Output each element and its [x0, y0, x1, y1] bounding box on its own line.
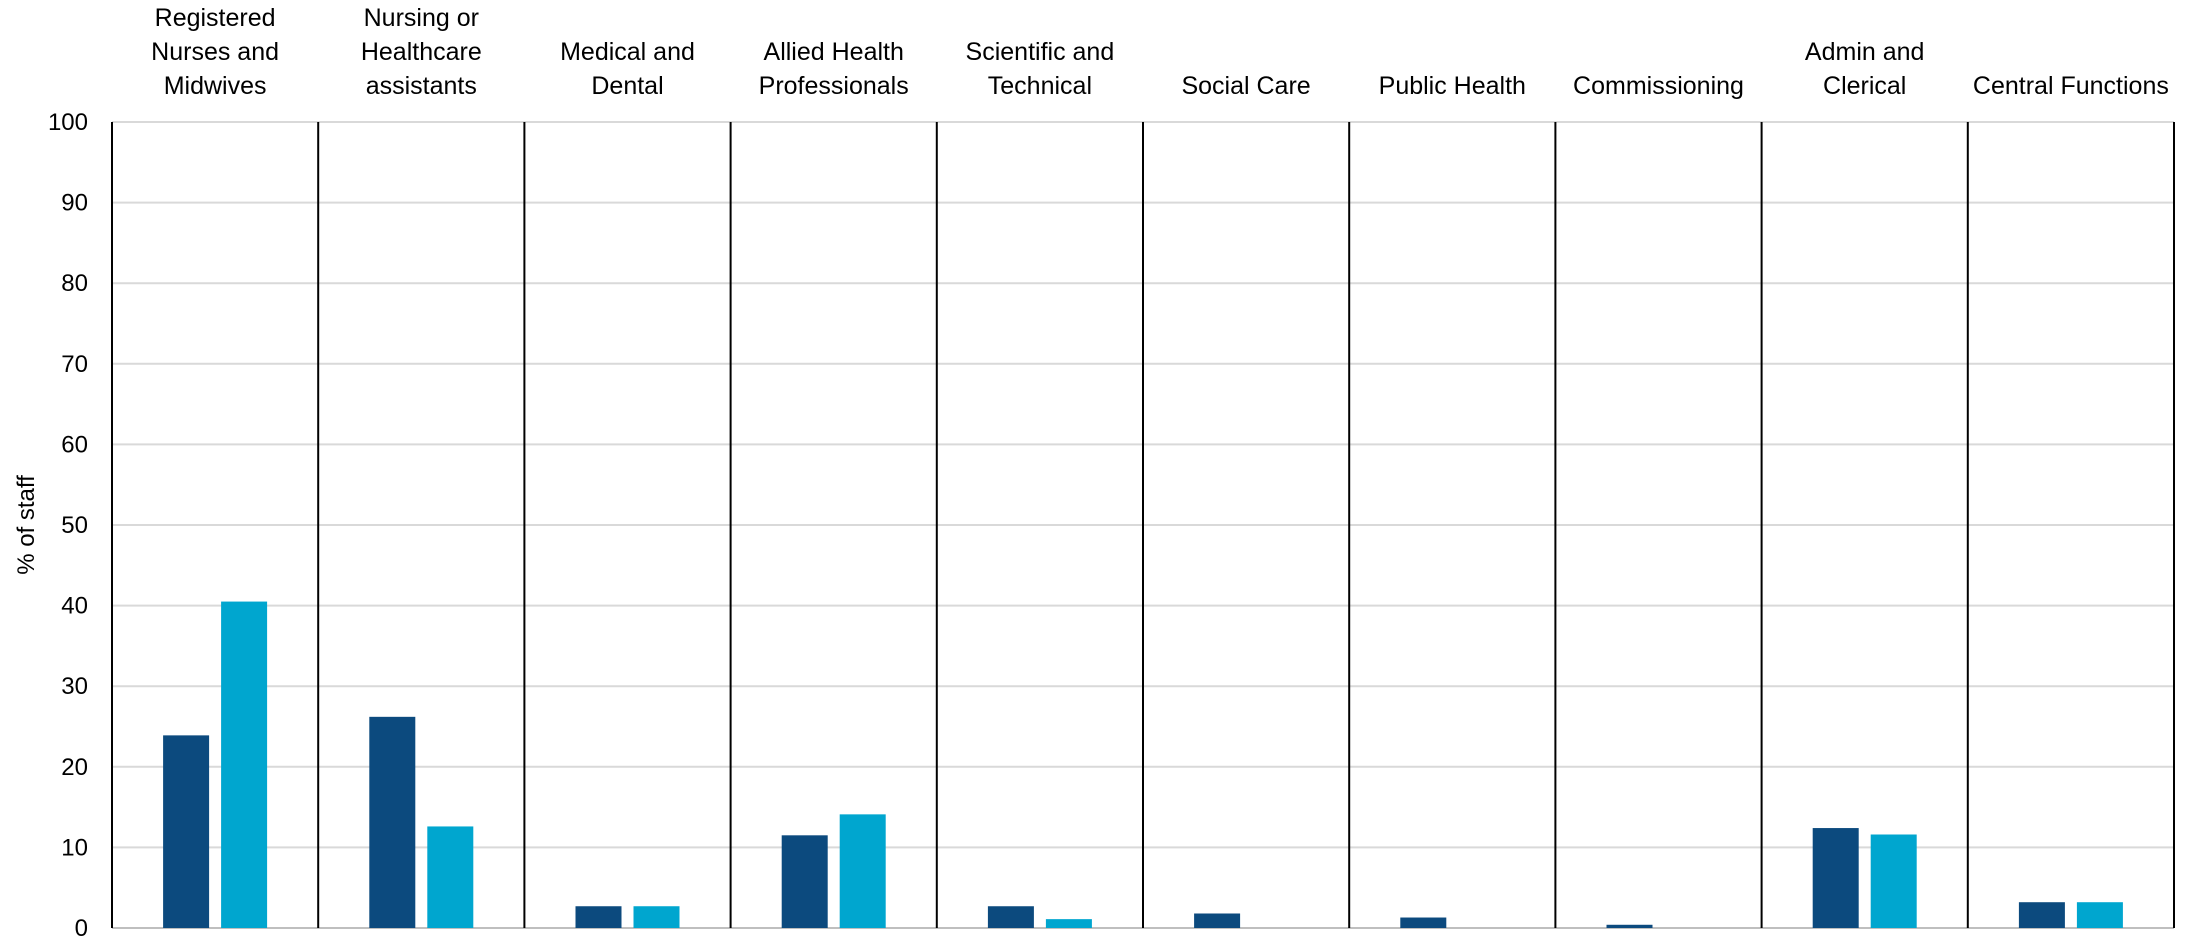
- category-label: Allied Health: [764, 38, 904, 66]
- bar: [839, 814, 886, 928]
- bar: [1812, 828, 1859, 928]
- category-label: Social Care: [1181, 72, 1310, 100]
- category-label: Admin and: [1805, 38, 1925, 66]
- category-label: Public Health: [1379, 72, 1526, 100]
- bar: [2076, 902, 2123, 928]
- y-axis-label: % of staff: [13, 475, 40, 575]
- y-tick-label: 60: [61, 431, 88, 458]
- bar: [1870, 834, 1917, 928]
- bar: [1045, 919, 1092, 928]
- bar: [987, 906, 1034, 928]
- bar: [1400, 917, 1447, 928]
- category-separators: [111, 122, 2175, 928]
- category-label: Registered: [155, 4, 276, 32]
- category-label: Healthcare: [361, 38, 482, 66]
- y-tick-labels: 0 10 20 30 40 50 60 70 80 90 100: [48, 109, 88, 942]
- category-label: assistants: [366, 72, 477, 100]
- bar: [633, 906, 680, 928]
- bar: [427, 826, 474, 928]
- bars: [163, 601, 2123, 928]
- bar: [221, 601, 268, 928]
- category-label: Scientific and: [966, 38, 1115, 66]
- y-tick-label: 30: [61, 673, 88, 700]
- category-label: Medical and: [560, 38, 695, 66]
- y-tick-label: 10: [61, 834, 88, 861]
- category-label: Central Functions: [1973, 72, 2169, 100]
- bar: [1606, 924, 1653, 928]
- category-label: Nurses and: [151, 38, 279, 66]
- category-label: Nursing or: [364, 4, 479, 32]
- category-label: Professionals: [759, 72, 909, 100]
- bar: [163, 735, 210, 928]
- bar: [1194, 913, 1241, 928]
- category-label: Clerical: [1823, 72, 1906, 100]
- category-labels: Registered Nurses and Midwives Nursing or He…: [151, 4, 2169, 100]
- category-label: Commissioning: [1573, 72, 1744, 100]
- y-tick-label: 80: [61, 270, 88, 297]
- y-tick-label: 70: [61, 351, 88, 378]
- bar: [575, 906, 622, 928]
- y-tick-label: 0: [75, 915, 88, 938]
- y-tick-label: 20: [61, 754, 88, 781]
- y-tick-label: 50: [61, 512, 88, 539]
- y-tick-label: 100: [48, 109, 88, 136]
- category-label: Technical: [988, 72, 1092, 100]
- y-tick-label: 90: [61, 190, 88, 217]
- category-label: Midwives: [164, 72, 267, 100]
- bar: [781, 835, 828, 928]
- y-tick-label: 40: [61, 593, 88, 620]
- bar: [369, 716, 416, 928]
- category-label: Dental: [591, 72, 663, 100]
- bar: [2018, 902, 2065, 928]
